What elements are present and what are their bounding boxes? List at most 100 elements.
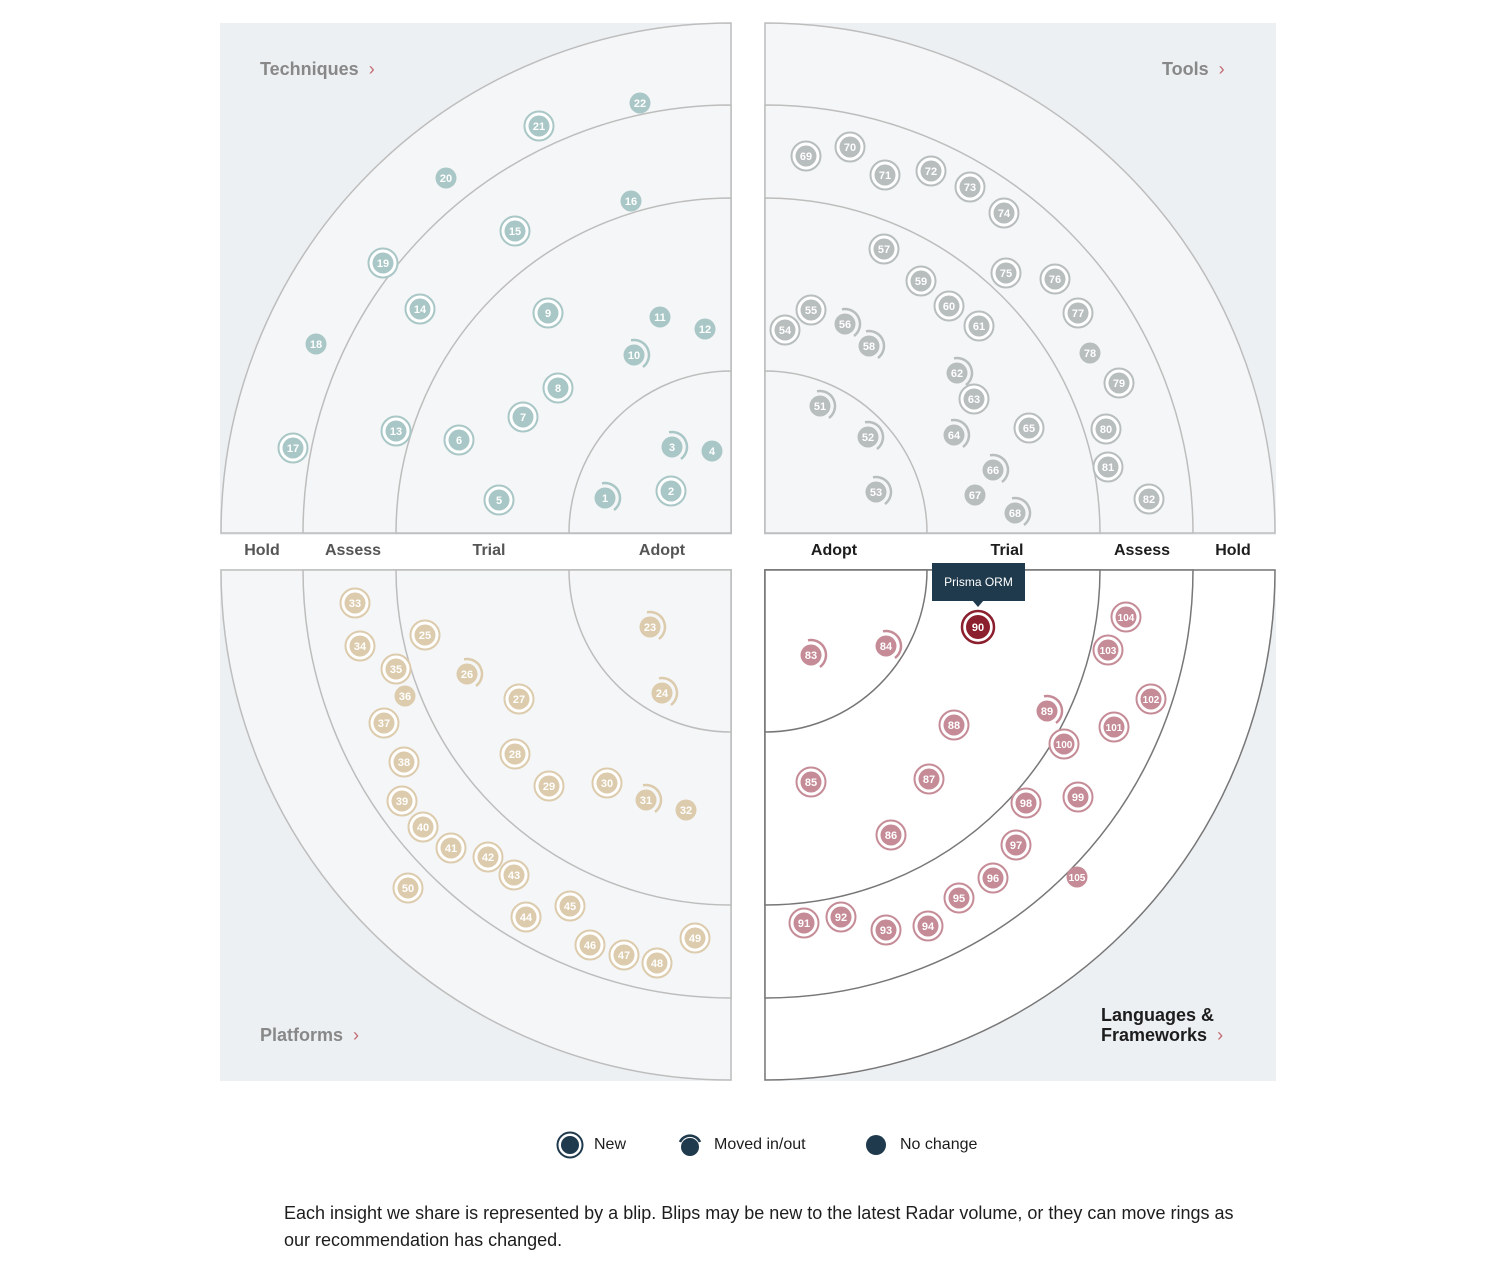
blip-8[interactable]: 8 bbox=[542, 372, 574, 404]
blip-77[interactable]: 77 bbox=[1062, 297, 1094, 329]
blip-66[interactable]: 66 bbox=[982, 453, 1010, 483]
blip-47[interactable]: 47 bbox=[608, 939, 640, 971]
blip-34[interactable]: 34 bbox=[344, 630, 376, 662]
blip-7[interactable]: 7 bbox=[507, 401, 539, 433]
blip-72[interactable]: 72 bbox=[915, 155, 947, 187]
blip-19[interactable]: 19 bbox=[367, 247, 399, 279]
quadrant-link-techniques[interactable]: Techniques › bbox=[260, 59, 375, 79]
blip-80[interactable]: 80 bbox=[1090, 413, 1122, 445]
blip-11[interactable]: 11 bbox=[649, 306, 671, 328]
blip-50[interactable]: 50 bbox=[392, 872, 424, 904]
blip-33[interactable]: 33 bbox=[339, 587, 371, 619]
blip-43[interactable]: 43 bbox=[498, 859, 530, 891]
blip-15[interactable]: 15 bbox=[499, 215, 531, 247]
blip-23[interactable]: 23 bbox=[639, 610, 667, 640]
blip-97[interactable]: 97 bbox=[1000, 829, 1032, 861]
blip-59[interactable]: 59 bbox=[905, 265, 937, 297]
blip-62[interactable]: 62 bbox=[946, 356, 974, 386]
blip-51[interactable]: 51 bbox=[809, 389, 837, 419]
blip-48[interactable]: 48 bbox=[641, 947, 673, 979]
quadrant-link-tools[interactable]: Tools › bbox=[1162, 59, 1225, 79]
blip-81[interactable]: 81 bbox=[1092, 451, 1124, 483]
blip-74[interactable]: 74 bbox=[988, 197, 1020, 229]
blip-45[interactable]: 45 bbox=[554, 890, 586, 922]
blip-22[interactable]: 22 bbox=[629, 92, 651, 114]
blip-99[interactable]: 99 bbox=[1062, 781, 1094, 813]
blip-31[interactable]: 31 bbox=[635, 783, 663, 813]
blip-55[interactable]: 55 bbox=[795, 294, 827, 326]
blip-91[interactable]: 91 bbox=[788, 907, 820, 939]
blip-68[interactable]: 68 bbox=[1004, 496, 1032, 526]
blip-105[interactable]: 105 bbox=[1066, 866, 1088, 888]
blip-92[interactable]: 92 bbox=[825, 901, 857, 933]
blip-61[interactable]: 61 bbox=[963, 310, 995, 342]
blip-16[interactable]: 16 bbox=[620, 190, 642, 212]
blip-75[interactable]: 75 bbox=[990, 257, 1022, 289]
blip-4[interactable]: 4 bbox=[701, 440, 723, 462]
blip-46[interactable]: 46 bbox=[574, 929, 606, 961]
blip-32[interactable]: 32 bbox=[675, 799, 697, 821]
blip-85[interactable]: 85 bbox=[795, 766, 827, 798]
blip-26[interactable]: 26 bbox=[456, 657, 484, 687]
blip-25[interactable]: 25 bbox=[409, 619, 441, 651]
blip-100[interactable]: 100 bbox=[1048, 728, 1080, 760]
blip-3[interactable]: 3 bbox=[661, 430, 689, 460]
blip-60[interactable]: 60 bbox=[933, 290, 965, 322]
blip-104[interactable]: 104 bbox=[1110, 601, 1142, 633]
blip-14[interactable]: 14 bbox=[404, 293, 436, 325]
blip-39[interactable]: 39 bbox=[386, 785, 418, 817]
blip-42[interactable]: 42 bbox=[472, 841, 504, 873]
blip-36[interactable]: 36 bbox=[394, 685, 416, 707]
quadrant-link-languages[interactable]: Languages & Frameworks › bbox=[1101, 1005, 1223, 1045]
blip-21[interactable]: 21 bbox=[523, 110, 555, 142]
blip-38[interactable]: 38 bbox=[388, 746, 420, 778]
blip-102[interactable]: 102 bbox=[1135, 683, 1167, 715]
blip-35[interactable]: 35 bbox=[380, 653, 412, 685]
blip-20[interactable]: 20 bbox=[435, 167, 457, 189]
blip-84[interactable]: 84 bbox=[875, 629, 903, 659]
blip-2[interactable]: 2 bbox=[655, 475, 687, 507]
blip-89[interactable]: 89 bbox=[1036, 694, 1064, 724]
blip-76[interactable]: 76 bbox=[1039, 263, 1071, 295]
blip-12[interactable]: 12 bbox=[694, 318, 716, 340]
blip-98[interactable]: 98 bbox=[1010, 787, 1042, 819]
blip-78[interactable]: 78 bbox=[1079, 342, 1101, 364]
blip-65[interactable]: 65 bbox=[1013, 412, 1045, 444]
blip-96[interactable]: 96 bbox=[977, 862, 1009, 894]
blip-6[interactable]: 6 bbox=[443, 424, 475, 456]
blip-5[interactable]: 5 bbox=[483, 484, 515, 516]
blip-28[interactable]: 28 bbox=[499, 738, 531, 770]
blip-52[interactable]: 52 bbox=[857, 420, 885, 450]
blip-70[interactable]: 70 bbox=[834, 131, 866, 163]
blip-69[interactable]: 69 bbox=[790, 140, 822, 172]
blip-79[interactable]: 79 bbox=[1103, 367, 1135, 399]
blip-54[interactable]: 54 bbox=[769, 314, 801, 346]
blip-44[interactable]: 44 bbox=[510, 901, 542, 933]
blip-37[interactable]: 37 bbox=[368, 707, 400, 739]
blip-49[interactable]: 49 bbox=[679, 922, 711, 954]
blip-90[interactable]: 90 bbox=[960, 609, 996, 645]
blip-64[interactable]: 64 bbox=[943, 418, 971, 448]
blip-40[interactable]: 40 bbox=[407, 811, 439, 843]
blip-82[interactable]: 82 bbox=[1133, 483, 1165, 515]
blip-86[interactable]: 86 bbox=[875, 819, 907, 851]
blip-58[interactable]: 58 bbox=[858, 329, 886, 359]
blip-95[interactable]: 95 bbox=[943, 882, 975, 914]
blip-87[interactable]: 87 bbox=[913, 763, 945, 795]
blip-88[interactable]: 88 bbox=[938, 709, 970, 741]
blip-24[interactable]: 24 bbox=[651, 676, 679, 706]
blip-94[interactable]: 94 bbox=[912, 910, 944, 942]
blip-57[interactable]: 57 bbox=[868, 233, 900, 265]
blip-83[interactable]: 83 bbox=[800, 638, 828, 668]
blip-13[interactable]: 13 bbox=[380, 415, 412, 447]
blip-18[interactable]: 18 bbox=[305, 333, 327, 355]
blip-73[interactable]: 73 bbox=[954, 171, 986, 203]
blip-63[interactable]: 63 bbox=[958, 383, 990, 415]
blip-29[interactable]: 29 bbox=[533, 770, 565, 802]
blip-53[interactable]: 53 bbox=[865, 475, 893, 505]
blip-10[interactable]: 10 bbox=[623, 338, 651, 368]
blip-101[interactable]: 101 bbox=[1098, 711, 1130, 743]
blip-27[interactable]: 27 bbox=[503, 683, 535, 715]
blip-67[interactable]: 67 bbox=[964, 484, 986, 506]
blip-71[interactable]: 71 bbox=[869, 159, 901, 191]
